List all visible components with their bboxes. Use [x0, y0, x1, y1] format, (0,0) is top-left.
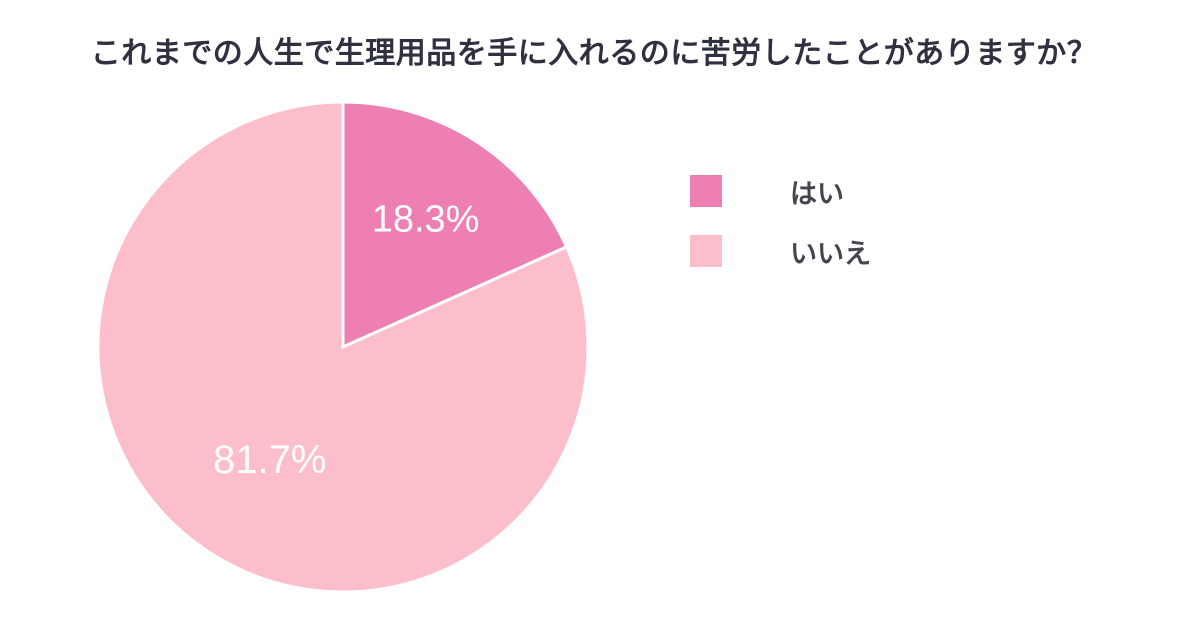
legend-item-yes: はい [690, 175, 871, 210]
legend-item-no: いいえ [690, 235, 871, 270]
legend-label-no: いいえ [790, 238, 871, 270]
data-label-no: 81.7% [213, 438, 326, 482]
chart-title: これまでの人生で生理用品を手に入れるのに苦労したことがありますか？ [90, 36, 1098, 71]
legend-swatch-yes [690, 175, 722, 207]
legend-label-yes: はい [790, 178, 844, 210]
legend-swatch-no [690, 235, 722, 267]
legend: はい いいえ [690, 175, 871, 295]
pie-slice-yes [341, 100, 569, 350]
data-label-yes: 18.3% [372, 199, 480, 241]
pie-slice-no [96, 100, 590, 594]
